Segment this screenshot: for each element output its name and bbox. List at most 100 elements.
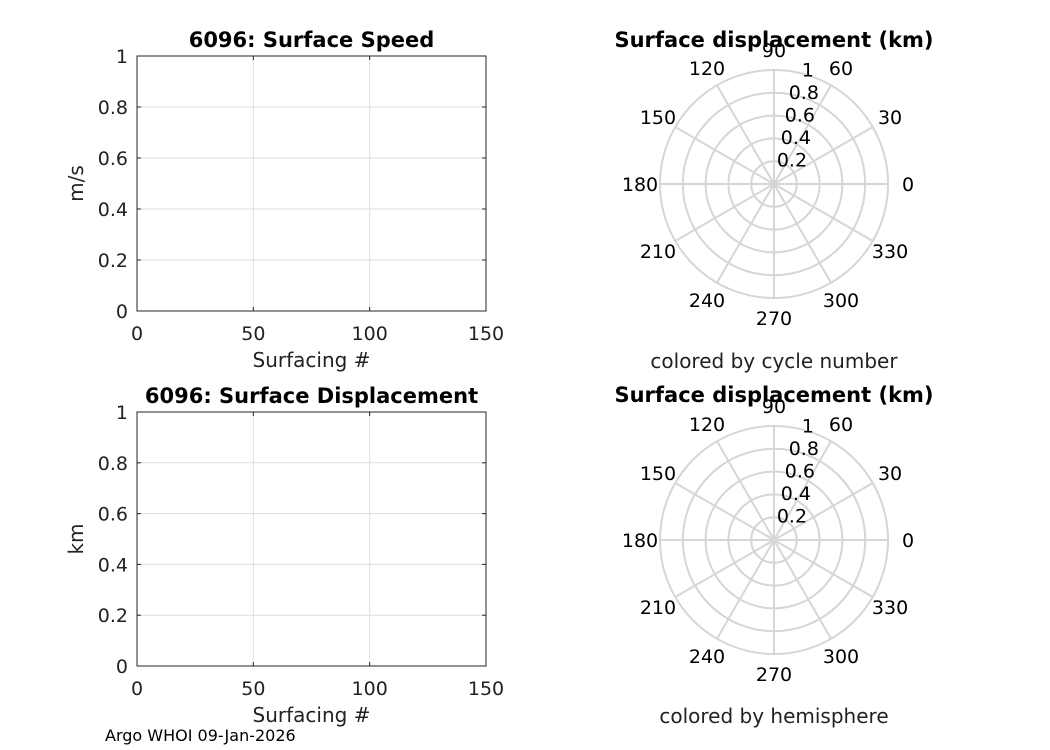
displacement-xlabel: Surfacing #	[253, 703, 371, 727]
polar-hemisphere-theta-label-10: 300	[823, 646, 859, 668]
displacement-ytick-label-1: 0.2	[98, 605, 128, 627]
speed-ylabel: m/s	[64, 165, 88, 202]
polar-hemisphere-theta-label-3: 90	[762, 396, 786, 418]
speed-xtick-label-3: 150	[468, 323, 504, 345]
polar-cycle-theta-label-2: 60	[829, 58, 853, 80]
speed-ytick-label-4: 0.8	[98, 97, 128, 119]
polar-hemisphere-spoke-11	[773, 539, 874, 598]
speed-title: 6096: Surface Speed	[189, 28, 435, 52]
polar-cycle-spoke-7	[674, 183, 775, 242]
polar-hemisphere-theta-label-9: 270	[756, 664, 792, 686]
polar-hemisphere-title: Surface displacement (km)	[614, 383, 933, 407]
displacement-xtick-label-0: 0	[131, 678, 143, 700]
polar-hemisphere-rtick-label-3: 0.8	[789, 438, 819, 460]
polar-cycle-rtick-label-1: 0.4	[781, 127, 811, 149]
polar-cycle-theta-label-4: 120	[689, 58, 725, 80]
displacement-ytick-label-4: 0.8	[98, 453, 128, 475]
displacement-plot-area	[137, 412, 486, 666]
displacement-title: 6096: Surface Displacement	[145, 384, 478, 408]
polar-cycle-spoke-4	[716, 84, 775, 185]
speed-xtick-label-1: 50	[241, 323, 265, 345]
speed-axes: 0 50 100 150 0 0.2 0.4 0.6 0.8 1 6096: Surface Spe…	[64, 28, 504, 372]
polar-hemisphere-rtick-label-2: 0.6	[785, 461, 815, 483]
displacement-ytick-label-2: 0.4	[98, 554, 128, 576]
polar-cycle-theta-label-10: 300	[823, 290, 859, 312]
polar-cycle-spoke-5	[674, 126, 775, 185]
polar-hemisphere-theta-label-5: 150	[640, 463, 676, 485]
polar-hemisphere-rtick-label-4: 1	[802, 416, 814, 438]
polar-hemisphere-caption: colored by hemisphere	[659, 704, 888, 728]
polar-cycle-caption: colored by cycle number	[650, 349, 898, 373]
polar-cycle-spoke-10	[773, 183, 832, 284]
polar-cycle-ring-2	[704, 114, 844, 254]
polar-cycle-ring-3	[681, 91, 867, 277]
polar-hemisphere-theta-label-2: 60	[829, 414, 853, 436]
polar-cycle-theta-label-3: 90	[762, 40, 786, 62]
polar-hemisphere-ring-2	[704, 470, 844, 610]
displacement-axes: 0 50 100 150 0 0.2 0.4 0.6 0.8 1 6096: Surface Dis…	[64, 384, 504, 727]
polar-hemisphere-ring-0	[750, 516, 798, 564]
polar-hemisphere-theta-label-11: 330	[872, 597, 908, 619]
polar-cycle-theta-label-5: 150	[640, 107, 676, 129]
polar-hemisphere-spoke-1	[773, 482, 874, 541]
polar-hemisphere-ring-3	[681, 447, 867, 633]
polar-cycle-spoke-11	[773, 183, 874, 242]
displacement-xtick-label-1: 50	[241, 678, 265, 700]
polar-hemisphere-rtick-label-1: 0.4	[781, 483, 811, 505]
polar-cycle-theta-label-9: 270	[756, 308, 792, 330]
polar-cycle-theta-label-11: 330	[872, 241, 908, 263]
speed-xtick-label-0: 0	[131, 323, 143, 345]
polar-hemisphere-spoke-2	[773, 440, 832, 541]
displacement-ylabel: km	[64, 523, 88, 554]
polar-hemisphere-theta-label-1: 30	[878, 463, 902, 485]
displacement-xtick-label-2: 100	[352, 678, 388, 700]
polar-cycle-title: Surface displacement (km)	[614, 28, 933, 52]
polar-cycle-rtick-label-2: 0.6	[785, 105, 815, 127]
polar-hemisphere-spoke-7	[674, 539, 775, 598]
polar-hemisphere-theta-label-8: 240	[689, 646, 725, 668]
displacement-ytick-label-3: 0.6	[98, 504, 128, 526]
polar-hemisphere-spoke-5	[674, 482, 775, 541]
displacement-ytick-label-0: 0	[116, 656, 128, 678]
speed-ytick-label-1: 0.2	[98, 250, 128, 272]
polar-cycle-spoke-2	[773, 84, 832, 185]
polar-cycle-ring-1	[727, 137, 821, 231]
polar-cycle-rtick-label-4: 1	[802, 60, 814, 82]
polar-cycle-ring-4	[659, 69, 889, 299]
speed-ytick-label-0: 0	[116, 301, 128, 323]
polar-cycle-rtick-label-0: 0.2	[777, 150, 807, 172]
polar-hemisphere-rtick-label-0: 0.2	[777, 506, 807, 528]
polar-cycle-theta-label-7: 210	[640, 241, 676, 263]
polar-cycle-spoke-8	[716, 183, 775, 284]
footer-text: Argo WHOI 09-Jan-2026	[105, 726, 296, 745]
polar-cycle-theta-label-8: 240	[689, 290, 725, 312]
polar-hemisphere-axes: 0.20.40.60.81 0 30 60 90 120 150 180 210 240 270 30…	[614, 383, 933, 728]
polar-hemisphere-theta-label-7: 210	[640, 597, 676, 619]
polar-cycle-theta-label-6: 180	[622, 174, 658, 196]
displacement-xtick-label-3: 150	[468, 678, 504, 700]
speed-ytick-label-5: 1	[116, 46, 128, 68]
polar-hemisphere-spoke-4	[716, 440, 775, 541]
speed-plot-area	[137, 56, 486, 311]
displacement-ytick-label-5: 1	[116, 402, 128, 424]
polar-cycle-axes: 0.20.40.60.81 0 30 60 90 120 150 180 210 240 270 30…	[614, 28, 933, 373]
speed-xlabel: Surfacing #	[253, 348, 371, 372]
polar-hemisphere-spoke-8	[716, 539, 775, 640]
polar-hemisphere-ring-1	[727, 493, 821, 587]
polar-hemisphere-ring-4	[659, 425, 889, 655]
polar-cycle-theta-label-1: 30	[878, 107, 902, 129]
speed-axes-box	[136, 55, 487, 312]
polar-hemisphere-theta-label-4: 120	[689, 414, 725, 436]
polar-cycle-spoke-1	[773, 126, 874, 185]
displacement-axes-box	[136, 411, 487, 667]
polar-cycle-ring-0	[750, 160, 798, 208]
polar-cycle-theta-label-0: 0	[902, 174, 914, 196]
polar-cycle-rtick-label-3: 0.8	[789, 82, 819, 104]
polar-hemisphere-theta-label-0: 0	[902, 530, 914, 552]
speed-ytick-label-3: 0.6	[98, 148, 128, 170]
speed-xtick-label-2: 100	[352, 323, 388, 345]
polar-hemisphere-spoke-10	[773, 539, 832, 640]
speed-ytick-label-2: 0.4	[98, 199, 128, 221]
